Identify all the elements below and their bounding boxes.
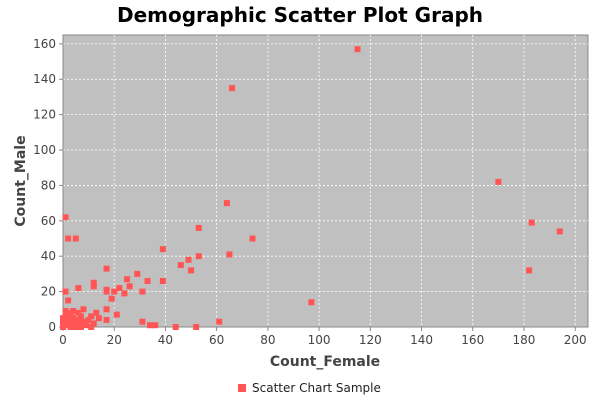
x-tick-label: 100 <box>308 333 331 347</box>
x-tick-label: 0 <box>59 333 67 347</box>
scatter-point <box>116 285 123 292</box>
scatter-point <box>556 228 563 235</box>
x-axis-label: Count_Female <box>270 354 380 370</box>
scatter-point <box>139 318 146 325</box>
scatter-point <box>177 262 184 269</box>
y-tick-label: 100 <box>33 143 56 157</box>
scatter-point <box>223 200 230 207</box>
legend-label: Scatter Chart Sample <box>252 381 381 395</box>
x-tick-label: 140 <box>410 333 433 347</box>
y-tick-label: 160 <box>33 37 56 51</box>
scatter-point <box>77 313 84 320</box>
scatter-point <box>103 288 110 295</box>
scatter-point <box>75 309 82 316</box>
scatter-point <box>93 309 100 316</box>
scatter-point <box>139 288 146 295</box>
x-axis-ticks: 0 20 40 60 80 100 120 140 160 180 200 <box>59 327 587 347</box>
scatter-point <box>134 270 141 277</box>
scatter-point <box>188 267 195 274</box>
scatter-point <box>90 279 97 286</box>
scatter-point <box>152 322 159 329</box>
scatter-point <box>495 178 502 185</box>
x-tick-label: 120 <box>359 333 382 347</box>
scatter-point <box>249 235 256 242</box>
plot-area <box>62 34 589 328</box>
scatter-point <box>528 219 535 226</box>
x-tick-label: 40 <box>158 333 173 347</box>
scatter-point <box>193 324 200 330</box>
scatter-point <box>77 324 84 330</box>
y-axis-label: Count_Male <box>13 135 29 226</box>
chart-title: Demographic Scatter Plot Graph <box>117 3 483 27</box>
scatter-point <box>185 256 192 263</box>
scatter-point <box>126 283 133 290</box>
scatter-point <box>75 285 82 292</box>
y-tick-label: 140 <box>33 72 56 86</box>
scatter-point <box>308 299 315 306</box>
scatter-point <box>85 316 92 323</box>
scatter-point <box>83 322 90 329</box>
scatter-point <box>195 253 202 260</box>
scatter-point <box>62 288 69 295</box>
scatter-point <box>124 276 131 283</box>
x-tick-label: 180 <box>513 333 536 347</box>
scatter-point <box>62 214 69 221</box>
x-tick-label: 60 <box>209 333 224 347</box>
scatter-point <box>195 224 202 231</box>
scatter-point <box>65 235 72 242</box>
y-tick-label: 40 <box>41 249 56 263</box>
scatter-point <box>65 309 72 316</box>
scatter-point <box>103 265 110 272</box>
scatter-point <box>354 46 361 53</box>
y-tick-label: 0 <box>48 320 56 334</box>
scatter-point <box>75 320 82 327</box>
x-tick-label: 80 <box>260 333 275 347</box>
scatter-point <box>144 277 151 284</box>
scatter-point <box>113 311 120 318</box>
scatter-point <box>103 306 110 313</box>
scatter-point <box>65 297 72 304</box>
y-axis-ticks: 0 20 40 60 80 100 120 140 160 <box>33 37 63 334</box>
grid-lines <box>63 35 588 327</box>
scatter-point <box>526 267 533 274</box>
scatter-point <box>72 235 79 242</box>
x-tick-label: 160 <box>461 333 484 347</box>
scatter-point <box>172 324 179 330</box>
scatter-point <box>70 308 77 315</box>
y-tick-label: 20 <box>41 285 56 299</box>
scatter-point <box>216 318 223 325</box>
scatter-point <box>229 85 236 92</box>
scatter-point <box>67 324 74 330</box>
scatter-point <box>159 246 166 253</box>
scatter-point <box>90 320 97 327</box>
y-tick-label: 120 <box>33 108 56 122</box>
scatter-point <box>70 315 77 322</box>
scatter-point <box>95 315 102 322</box>
x-tick-label: 20 <box>107 333 122 347</box>
scatter-point <box>108 295 115 302</box>
scatter-point <box>80 318 87 325</box>
scatter-point <box>72 324 79 330</box>
scatter-point <box>226 251 233 258</box>
scatter-point <box>60 324 66 330</box>
x-tick-label: 200 <box>564 333 587 347</box>
scatter-point <box>88 313 95 320</box>
scatter-point <box>90 283 97 290</box>
scatter-point <box>121 290 128 297</box>
scatter-point <box>147 322 154 329</box>
data-points <box>60 46 563 330</box>
y-tick-label: 80 <box>41 178 56 192</box>
scatter-point <box>88 324 95 330</box>
legend-marker-icon <box>238 384 246 392</box>
scatter-point <box>80 306 87 313</box>
y-tick-label: 60 <box>41 214 56 228</box>
scatter-point <box>111 288 118 295</box>
scatter-point <box>159 277 166 284</box>
scatter-point <box>103 316 110 323</box>
legend: Scatter Chart Sample <box>238 381 381 395</box>
